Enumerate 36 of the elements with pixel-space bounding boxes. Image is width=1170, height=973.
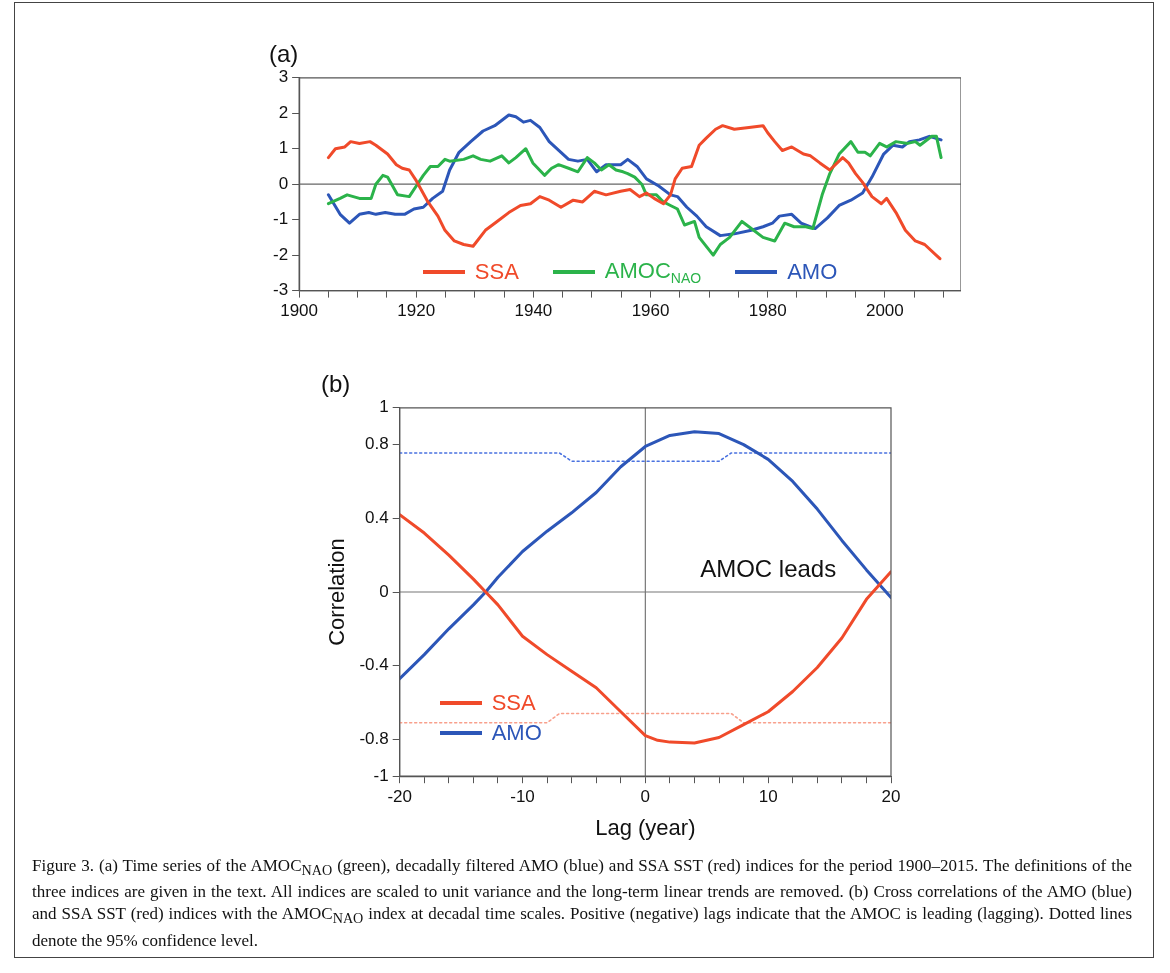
y-tick-label: 2 bbox=[278, 102, 289, 122]
annotation: AMOC leads bbox=[700, 554, 837, 582]
y-tick-label: 3 bbox=[278, 67, 289, 87]
y-tick-label: -1 bbox=[373, 765, 389, 785]
y-tick-label: -3 bbox=[272, 280, 289, 300]
legend-label: AMO bbox=[491, 720, 542, 747]
y-tick-label: 0.8 bbox=[365, 434, 389, 454]
legend-label: AMOC$_{NAO}$ bbox=[604, 258, 702, 287]
y-tick-label: 0 bbox=[379, 581, 389, 601]
x-tick-label: 0 bbox=[640, 787, 651, 807]
y-tick-label: 0 bbox=[278, 173, 289, 193]
y-axis-title: Correlation bbox=[324, 538, 350, 646]
x-tick-label: 1960 bbox=[631, 301, 670, 321]
y-tick-label: -0.8 bbox=[359, 729, 389, 749]
y-tick-label: -1 bbox=[272, 209, 289, 229]
y-tick-label: -0.4 bbox=[359, 655, 389, 675]
x-tick-label: 1920 bbox=[397, 301, 436, 321]
x-tick-label: 1900 bbox=[280, 301, 319, 321]
y-tick-label: 0.4 bbox=[365, 508, 389, 528]
x-tick-label: -20 bbox=[387, 787, 412, 807]
y-tick-label: 1 bbox=[278, 138, 289, 158]
x-axis-title: Lag (year) bbox=[595, 814, 696, 840]
x-tick-label: 1940 bbox=[514, 301, 553, 321]
x-tick-label: 2000 bbox=[865, 301, 904, 321]
legend-label: SSA bbox=[474, 259, 519, 286]
x-tick-label: 1980 bbox=[748, 301, 787, 321]
chart-title: (a) bbox=[269, 40, 299, 68]
y-tick-label: -2 bbox=[272, 244, 289, 264]
legend-label: AMO bbox=[787, 259, 838, 286]
legend-label: SSA bbox=[491, 690, 536, 717]
x-tick-label: 10 bbox=[758, 787, 778, 807]
x-tick-label: 20 bbox=[881, 787, 901, 807]
x-tick-label: -10 bbox=[510, 787, 535, 807]
text: Figure 3. (a) Time series of the AMOC$_{NAO}$ (green), decadally filtered AMO (blue) and SSA SST (red) indices for the period 1900–2015. The definitions of the three indices are given in the text. All indices are scaled to unit variance and the long-term linear trends are removed. (b) Cross correlations of the AMO (blue) and SSA SST (red) indices with the AMOC$_{NAO}$ index at decadal time scales. Positive (negative) lags indicate that the AMOC is leading (lagging). Dotted lines denote the 95% confidence level. bbox=[32, 856, 1132, 950]
chart-title: (b) bbox=[321, 370, 351, 398]
y-tick-label: 1 bbox=[379, 397, 389, 417]
